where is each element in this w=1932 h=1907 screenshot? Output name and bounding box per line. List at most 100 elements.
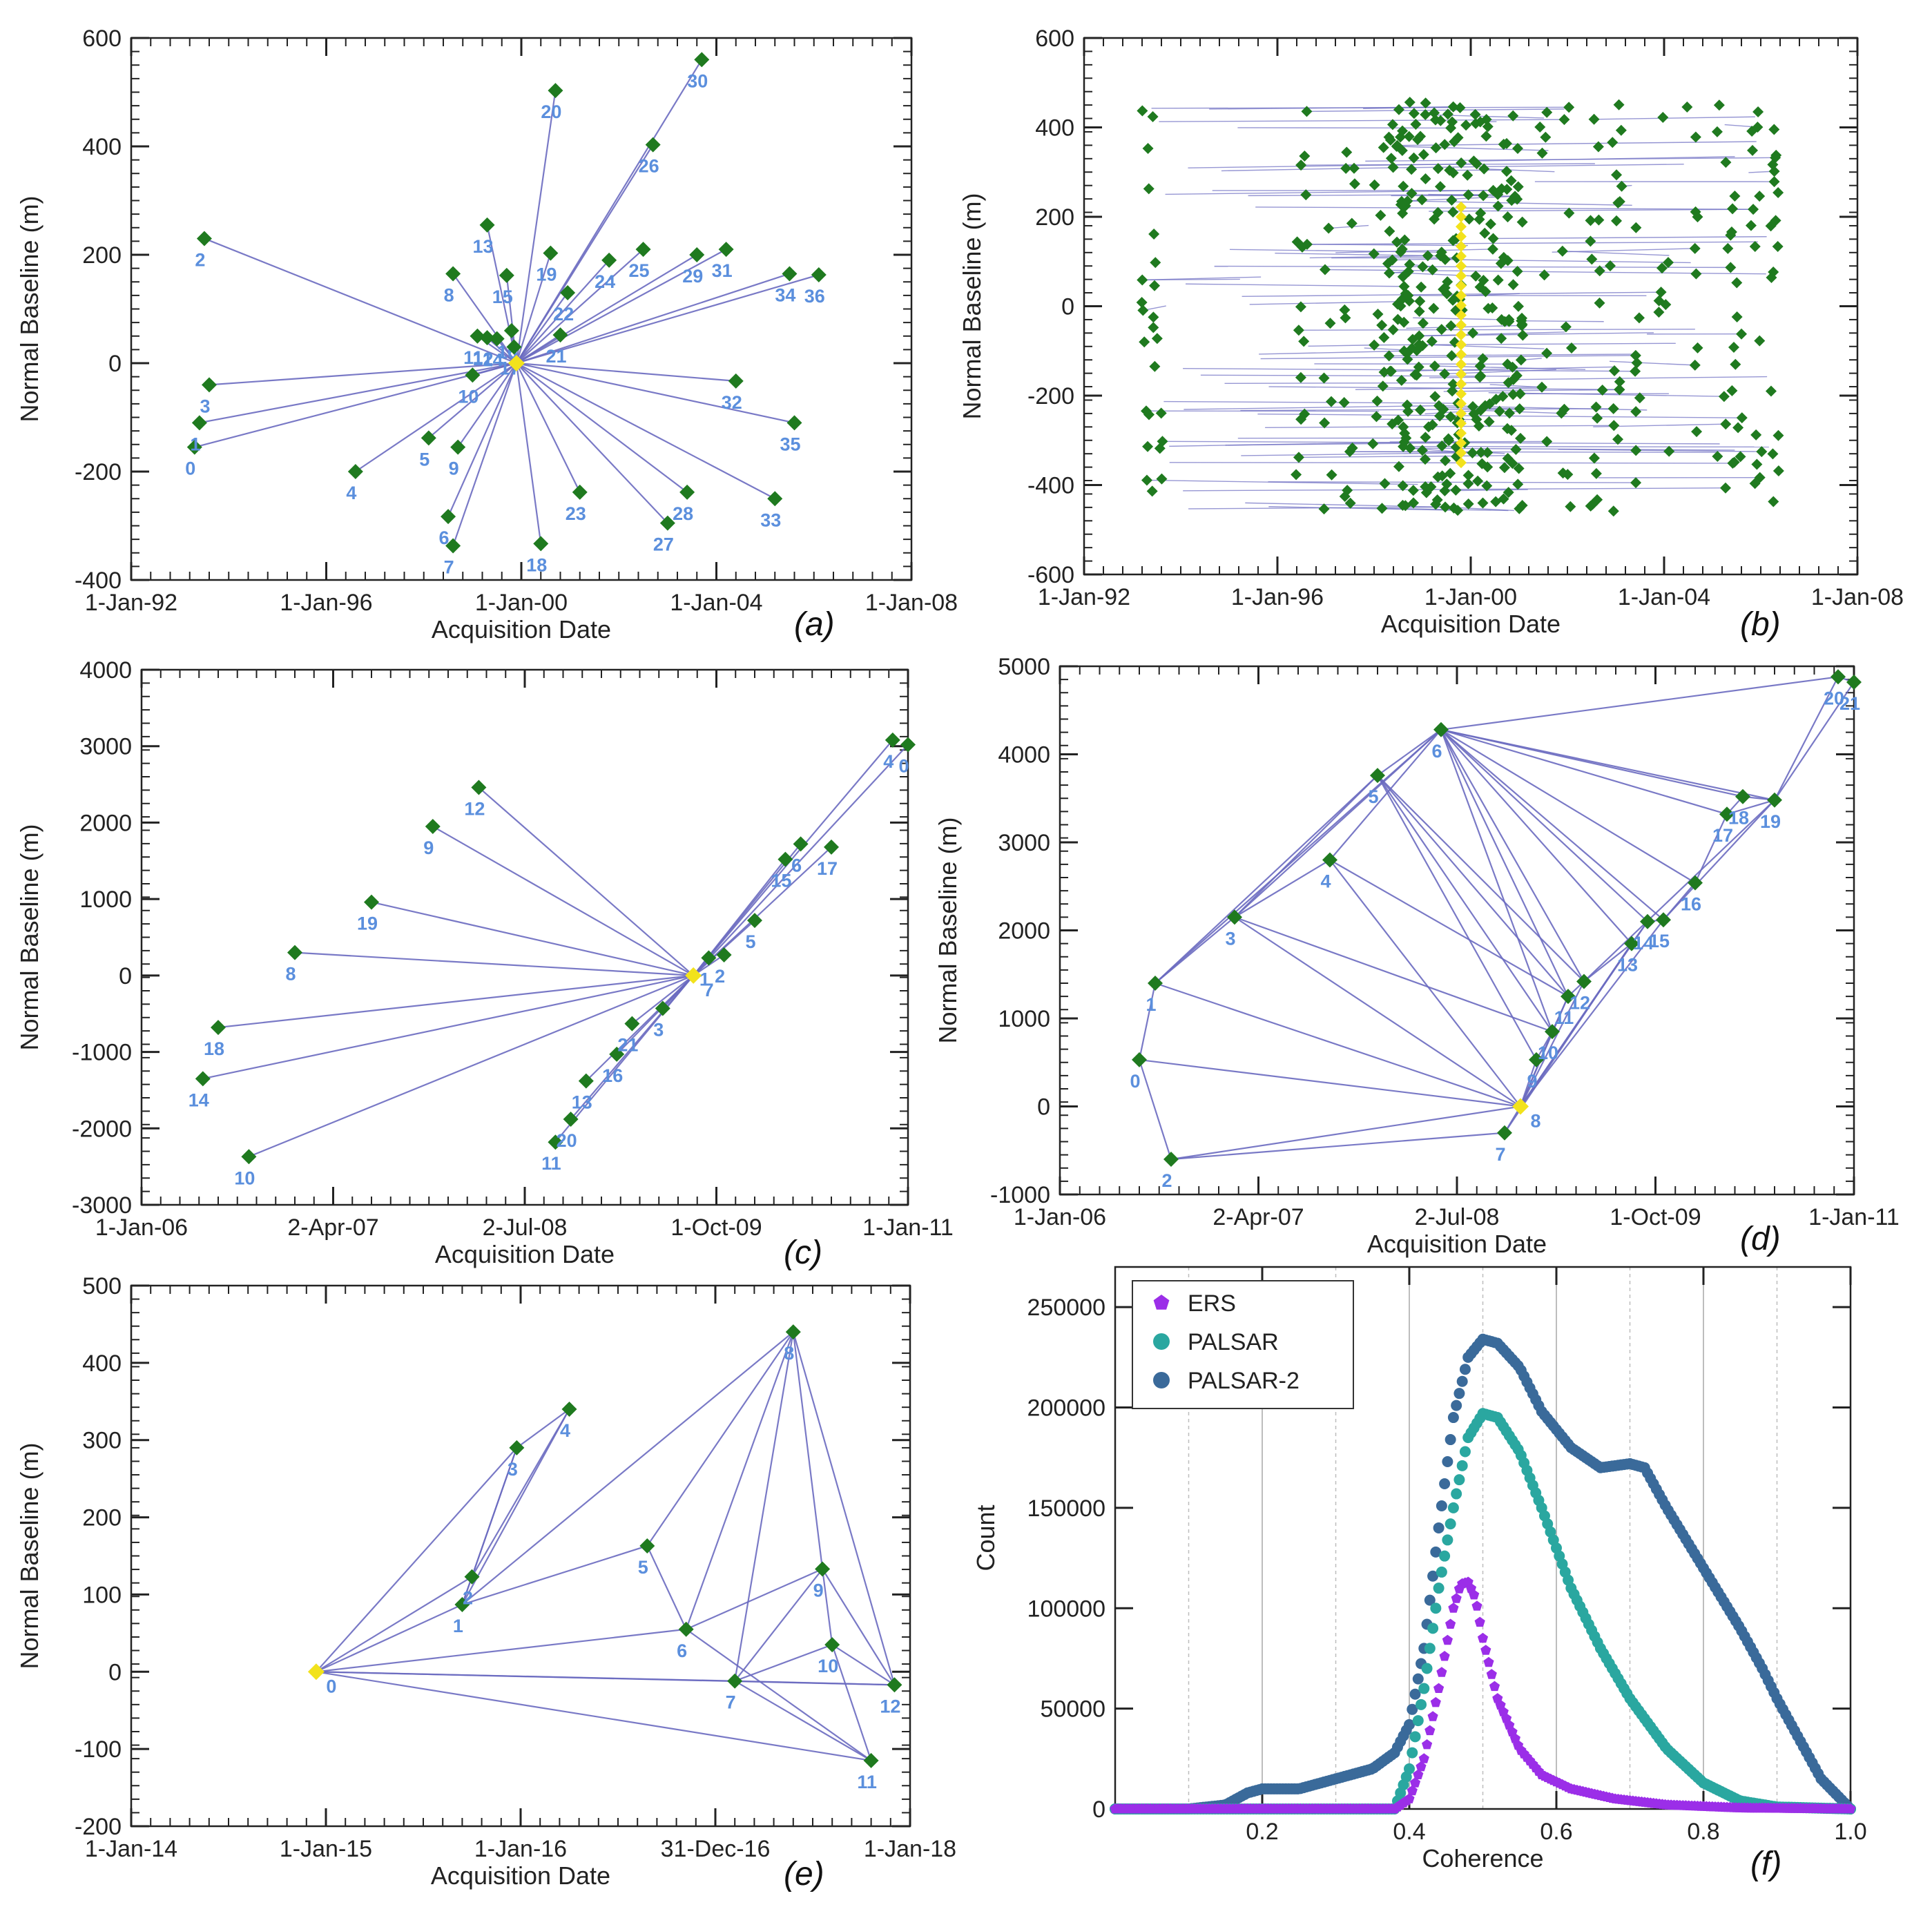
- acquisition-node: [1446, 194, 1458, 206]
- acquisition-node: [1474, 360, 1486, 372]
- acquisition-node: [1295, 159, 1307, 171]
- x-tick-label: 2-Jul-08: [483, 1214, 568, 1241]
- acquisition-node: [1440, 501, 1451, 513]
- x-tick-label: 31-Dec-16: [661, 1836, 771, 1862]
- node-label: 10: [458, 386, 479, 407]
- acquisition-node: [1731, 311, 1743, 323]
- acquisition-node: [1517, 329, 1529, 341]
- node-label: 36: [804, 286, 825, 307]
- baseline-edge: [516, 260, 610, 364]
- palsar-2-marker: [1409, 1688, 1421, 1700]
- node-label: 11: [463, 347, 483, 368]
- acquisition-node: [1433, 400, 1445, 412]
- acquisition-node: [1409, 369, 1421, 380]
- x-tick-label: 0.8: [1687, 1819, 1719, 1845]
- node-label: 12: [473, 349, 494, 369]
- reference-node: [1456, 300, 1467, 311]
- baseline-edge: [316, 1628, 686, 1673]
- reference-node: [1456, 240, 1467, 252]
- acquisition-node: [1395, 246, 1407, 258]
- baseline-edge: [1163, 400, 1458, 404]
- acquisition-node: [1516, 499, 1528, 511]
- ers-marker: [1424, 1725, 1436, 1736]
- acquisition-node: [1460, 119, 1472, 131]
- acquisition-node: [1376, 319, 1388, 331]
- baseline-edge: [202, 974, 694, 1080]
- baseline-edge: [1521, 320, 1604, 322]
- node-label: 11: [1554, 1007, 1574, 1028]
- node-label: 30: [687, 70, 708, 91]
- node-label: 35: [780, 434, 800, 454]
- acquisition-node: [1592, 494, 1603, 505]
- palsar-2-marker: [1453, 1388, 1465, 1400]
- baseline-edge: [1594, 116, 1755, 120]
- y-tick-label: 200: [82, 1505, 122, 1531]
- acquisition-node: [1148, 322, 1159, 333]
- acquisition-node: [1448, 502, 1460, 514]
- acquisition-node: [1711, 126, 1723, 137]
- y-tick-label: -600: [1027, 562, 1074, 588]
- acquisition-node: [1590, 467, 1602, 479]
- baseline-edge: [1377, 775, 1553, 1032]
- acquisition-node: [1475, 370, 1487, 382]
- acquisition-node: [1513, 300, 1525, 312]
- acquisition-node: [1454, 101, 1466, 113]
- node-label: 29: [682, 266, 703, 287]
- palsar-marker: [1433, 1582, 1445, 1594]
- baseline-edge: [447, 362, 517, 517]
- acquisition-node: [815, 1561, 831, 1577]
- acquisition-node: [1657, 112, 1669, 124]
- node-label: 10: [1538, 1043, 1558, 1063]
- acquisition-node: [1156, 473, 1168, 485]
- acquisition-node: [1397, 125, 1409, 137]
- acquisition-node: [1563, 101, 1575, 113]
- acquisition-node: [1588, 452, 1600, 464]
- acquisition-node: [1615, 124, 1627, 136]
- acquisition-node: [1143, 409, 1155, 420]
- acquisition-node: [1478, 190, 1489, 202]
- acquisition-node: [1500, 166, 1512, 177]
- acquisition-node: [1416, 281, 1427, 293]
- acquisition-node: [1402, 405, 1414, 417]
- baseline-edge: [1440, 729, 1585, 982]
- acquisition-node: [1429, 107, 1440, 119]
- acquisition-node: [1768, 496, 1779, 507]
- ers-marker: [1445, 1618, 1456, 1629]
- y-tick-label: 0: [1037, 1094, 1050, 1121]
- baseline-edge: [516, 362, 688, 493]
- acquisition-node: [793, 836, 809, 852]
- baseline-edge: [1159, 119, 1565, 122]
- acquisition-node: [1611, 169, 1623, 181]
- acquisition-node: [1497, 1125, 1512, 1141]
- acquisition-node: [470, 328, 485, 344]
- acquisition-node: [1482, 302, 1494, 314]
- reference-node: [1512, 1098, 1529, 1115]
- baseline-edge: [516, 362, 795, 424]
- acquisition-node: [1768, 124, 1780, 135]
- acquisition-node: [578, 1073, 594, 1089]
- acquisition-node: [1383, 350, 1395, 362]
- acquisition-node: [1387, 119, 1398, 130]
- legend-marker-palsar: [1153, 1333, 1170, 1350]
- baseline-edge: [294, 951, 694, 976]
- acquisition-node: [1155, 407, 1167, 419]
- baseline-edge: [1774, 681, 1855, 801]
- acquisition-node: [1756, 446, 1768, 458]
- baseline-edge: [693, 846, 832, 976]
- baseline-edge: [616, 975, 694, 1055]
- ers-marker: [1430, 1696, 1441, 1707]
- acquisition-node: [1462, 478, 1474, 490]
- acquisition-node: [1137, 274, 1148, 286]
- acquisition-node: [1749, 478, 1761, 490]
- acquisition-node: [1729, 191, 1741, 202]
- acquisition-node: [1369, 339, 1380, 351]
- acquisition-node: [1514, 388, 1526, 400]
- baseline-edge: [1265, 425, 1614, 428]
- palsar-2-marker: [1404, 1719, 1415, 1730]
- reference-label: 8: [1530, 1111, 1540, 1132]
- acquisition-node: [1462, 470, 1474, 481]
- x-tick-label: 1-Jan-04: [670, 590, 762, 616]
- node-label: 12: [464, 799, 485, 820]
- node-label: 18: [204, 1038, 224, 1059]
- acquisition-node: [1725, 229, 1737, 241]
